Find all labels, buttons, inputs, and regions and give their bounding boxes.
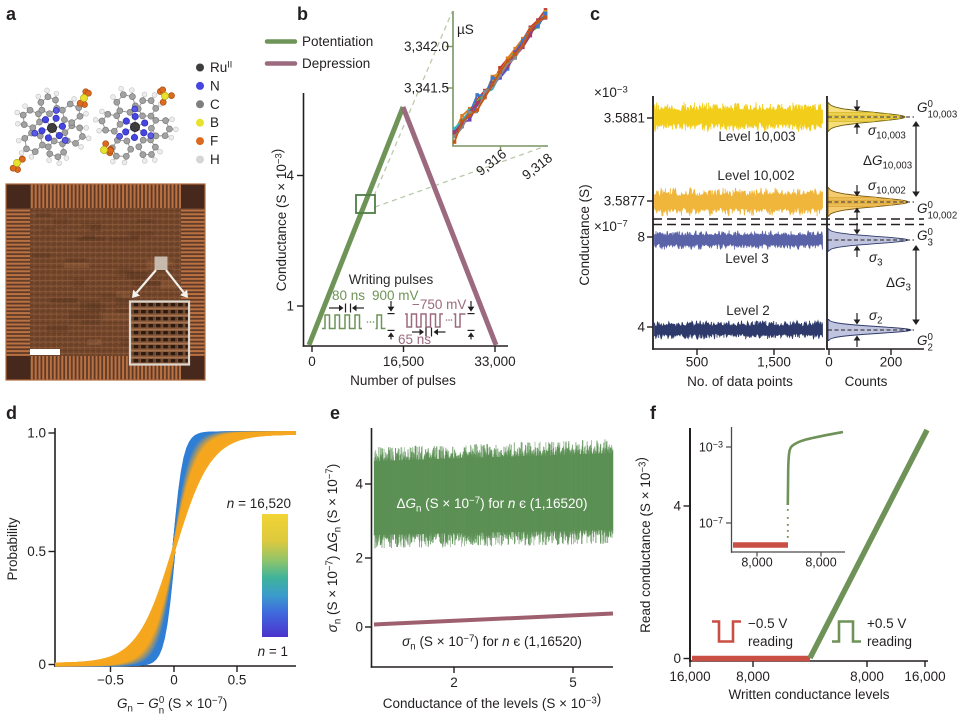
svg-text:Potentiation: Potentiation (302, 34, 373, 49)
svg-text:σ2: σ2 (869, 308, 883, 327)
svg-text:200: 200 (880, 355, 903, 370)
svg-text:8,000: 8,000 (805, 556, 836, 570)
svg-text:3.5881: 3.5881 (604, 111, 645, 126)
svg-text:1.0: 1.0 (27, 426, 46, 441)
svg-text:B: B (210, 115, 219, 130)
svg-text:n = 16,520: n = 16,520 (227, 496, 291, 511)
svg-text:Writing pulses: Writing pulses (349, 272, 434, 287)
svg-text:σn (S × 10−7) ΔGn (S × 10−7): σn (S × 10−7) ΔGn (S × 10−7) (325, 464, 344, 633)
svg-text:3,341.5: 3,341.5 (404, 81, 449, 96)
svg-text:4: 4 (637, 320, 645, 335)
svg-text:3,342.0: 3,342.0 (404, 39, 449, 54)
svg-text:16,000: 16,000 (904, 669, 945, 684)
svg-text:F: F (210, 134, 218, 149)
svg-text:4: 4 (355, 477, 363, 492)
svg-text:b: b (297, 4, 308, 24)
svg-text:f: f (650, 403, 657, 423)
svg-text:900 mV: 900 mV (372, 288, 419, 303)
svg-text:5: 5 (569, 675, 577, 690)
svg-text:16,500: 16,500 (383, 354, 424, 369)
svg-text:σn (S × 10−7) for n є (1,16520: σn (S × 10−7) for n є (1,16520) (402, 634, 582, 653)
svg-text:−0.5: −0.5 (97, 673, 124, 688)
svg-text:80 ns: 80 ns (332, 288, 365, 303)
svg-text:Conductance (S × 10−3): Conductance (S × 10−3) (270, 149, 290, 292)
svg-text:8: 8 (637, 230, 645, 245)
svg-text:RuII: RuII (210, 60, 232, 76)
svg-text:16,000: 16,000 (669, 669, 710, 684)
svg-text:n = 1: n = 1 (258, 644, 288, 659)
svg-text:1: 1 (286, 299, 294, 314)
svg-text:ΔGn (S × 10−7) for n є (1,1652: ΔGn (S × 10−7) for n є (1,16520) (396, 496, 587, 515)
svg-text:ΔG3: ΔG3 (886, 275, 911, 294)
svg-text:500: 500 (686, 355, 709, 370)
svg-text:0: 0 (673, 651, 681, 666)
svg-text:4: 4 (286, 168, 294, 183)
svg-text:4: 4 (673, 499, 681, 514)
svg-text:Gn − G0n (S × 10−7): Gn − G0 n (S × 10−7) (117, 695, 227, 715)
svg-text:µS: µS (457, 22, 474, 37)
svg-text:a: a (6, 4, 17, 24)
svg-text:No. of data points: No. of data points (687, 374, 793, 389)
svg-text:2: 2 (355, 551, 363, 566)
svg-text:8,000: 8,000 (850, 669, 884, 684)
svg-text:8,000: 8,000 (736, 669, 770, 684)
svg-text:N: N (210, 78, 220, 93)
svg-text:c: c (590, 4, 600, 24)
svg-text:2: 2 (450, 675, 458, 690)
svg-text:Probability: Probability (5, 517, 20, 580)
svg-text:0: 0 (38, 657, 46, 672)
svg-text:Level 3: Level 3 (725, 251, 769, 266)
svg-text:Level 2: Level 2 (726, 303, 770, 318)
svg-text:0: 0 (308, 354, 316, 369)
svg-text:Depression: Depression (302, 56, 370, 71)
svg-text:G02: G0 2 (917, 332, 934, 354)
svg-text:Level 10,002: Level 10,002 (717, 168, 794, 183)
svg-text:H: H (210, 152, 220, 167)
svg-text:σ10,002: σ10,002 (868, 178, 906, 197)
svg-text:Conductance (S): Conductance (S) (577, 184, 592, 285)
svg-text:−750 mV: −750 mV (412, 297, 466, 312)
svg-text:Level 10,003: Level 10,003 (718, 129, 795, 144)
svg-text:Conductance of the levels (S ×: Conductance of the levels (S × 10−3) (383, 692, 602, 712)
svg-text:0.5: 0.5 (228, 673, 247, 688)
svg-text:C: C (210, 97, 220, 112)
svg-text:d: d (6, 403, 17, 423)
svg-text:3.5877: 3.5877 (604, 194, 645, 209)
svg-text:0.5: 0.5 (27, 544, 46, 559)
svg-text:Counts: Counts (845, 374, 888, 389)
svg-text:Read conductance (S × 10−3): Read conductance (S × 10−3) (634, 457, 654, 633)
svg-text:e: e (330, 403, 340, 423)
svg-text:8,000: 8,000 (741, 556, 772, 570)
svg-text:0: 0 (825, 355, 833, 370)
svg-text:reading: reading (748, 634, 793, 649)
svg-text:−0.5 V: −0.5 V (748, 616, 787, 631)
svg-text:σ10,003: σ10,003 (868, 123, 906, 142)
svg-text:0: 0 (170, 673, 178, 688)
svg-text:σ3: σ3 (869, 250, 883, 269)
svg-text:Written conductance levels: Written conductance levels (728, 687, 889, 702)
svg-text:0: 0 (355, 620, 363, 635)
svg-text:65 ns: 65 ns (398, 332, 431, 347)
svg-text:G03: G0 3 (917, 227, 934, 249)
svg-text:1,500: 1,500 (757, 355, 791, 370)
svg-text:33,000: 33,000 (474, 354, 515, 369)
svg-text:Number of pulses: Number of pulses (350, 373, 456, 388)
svg-text:reading: reading (867, 634, 912, 649)
svg-text:+0.5 V: +0.5 V (867, 616, 906, 631)
